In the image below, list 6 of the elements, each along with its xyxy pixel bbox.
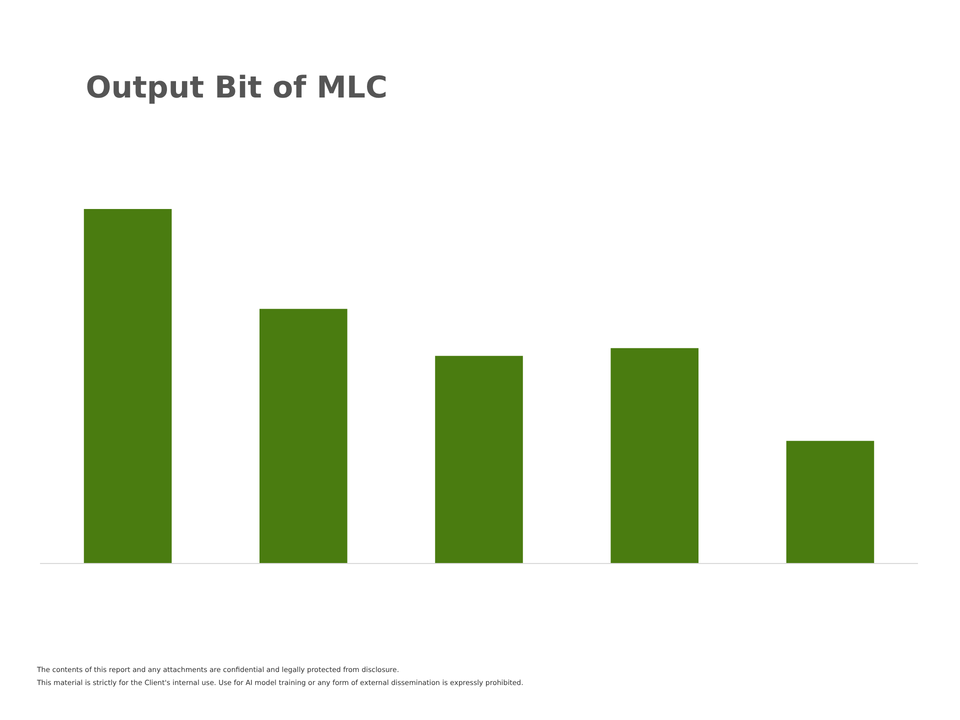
bar [610,348,698,563]
bar [84,209,172,563]
chart-title: Output Bit of MLC [86,70,388,106]
bar [435,356,523,563]
bar [786,440,874,563]
bar [260,308,348,563]
